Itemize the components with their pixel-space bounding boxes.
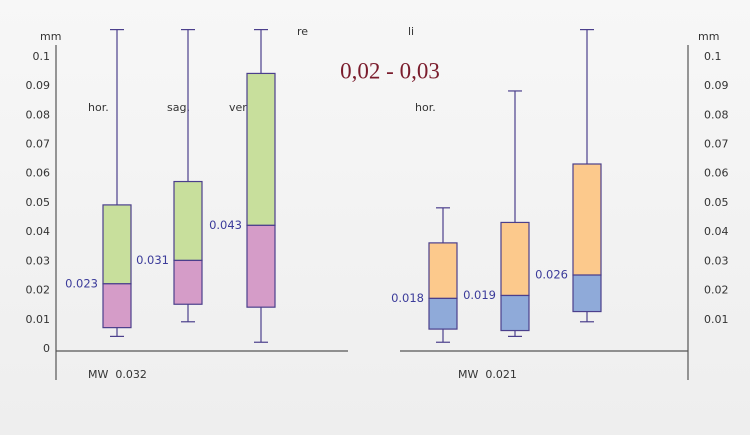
box-lower	[173, 259, 203, 305]
y-tick-label: 0.08	[26, 108, 51, 121]
median-label: 0.031	[136, 253, 169, 267]
median-label: 0.019	[463, 288, 496, 302]
y-axis-label: mm	[40, 30, 61, 43]
y-tick-label: 0.03	[704, 254, 729, 267]
y-tick-label: 0.07	[26, 137, 51, 150]
box-upper	[572, 163, 602, 276]
y-tick-label: 0	[43, 342, 50, 355]
category-label: hor.	[415, 101, 436, 114]
box-lower	[500, 294, 530, 332]
box-upper	[428, 242, 458, 300]
panel-label: re	[297, 25, 308, 38]
panel-label: li	[408, 25, 414, 38]
y-tick-label: 0.1	[704, 50, 722, 63]
y-tick-label: 0.03	[26, 254, 51, 267]
y-tick-label: 0.06	[26, 167, 51, 180]
mean-label: MW 0.032	[88, 368, 147, 381]
category-label: hor.	[88, 101, 109, 114]
y-tick-label: 0.09	[704, 79, 729, 92]
chart-title: 0,02 - 0,03	[340, 58, 440, 83]
box-lower	[572, 274, 602, 313]
y-tick-label: 0.06	[704, 167, 729, 180]
box-lower	[102, 283, 132, 329]
box-upper	[246, 72, 276, 226]
y-tick-label: 0.04	[704, 225, 729, 238]
y-tick-label: 0.1	[33, 50, 51, 63]
box-lower	[428, 297, 458, 330]
box-upper	[500, 221, 530, 297]
mean-label: MW 0.021	[458, 368, 517, 381]
y-tick-label: 0.02	[704, 284, 729, 297]
y-tick-label: 0.02	[26, 284, 51, 297]
y-tick-label: 0.05	[704, 196, 729, 209]
y-tick-label: 0.07	[704, 137, 729, 150]
y-tick-label: 0.09	[26, 79, 51, 92]
median-label: 0.023	[65, 276, 98, 290]
category-label: sag.	[167, 101, 190, 114]
y-tick-label: 0.08	[704, 108, 729, 121]
box-lower	[246, 224, 276, 308]
y-tick-label: 0.01	[26, 313, 51, 326]
box-upper	[102, 204, 132, 285]
y-tick-label: 0.04	[26, 225, 51, 238]
median-label: 0.026	[535, 268, 568, 282]
median-label: 0.043	[209, 218, 242, 232]
y-axis-label: mm	[698, 30, 719, 43]
median-label: 0.018	[391, 291, 424, 305]
box-upper	[173, 180, 203, 262]
y-tick-label: 0.01	[704, 313, 729, 326]
y-tick-label: 0.05	[26, 196, 51, 209]
category-label: ver.	[229, 101, 249, 114]
